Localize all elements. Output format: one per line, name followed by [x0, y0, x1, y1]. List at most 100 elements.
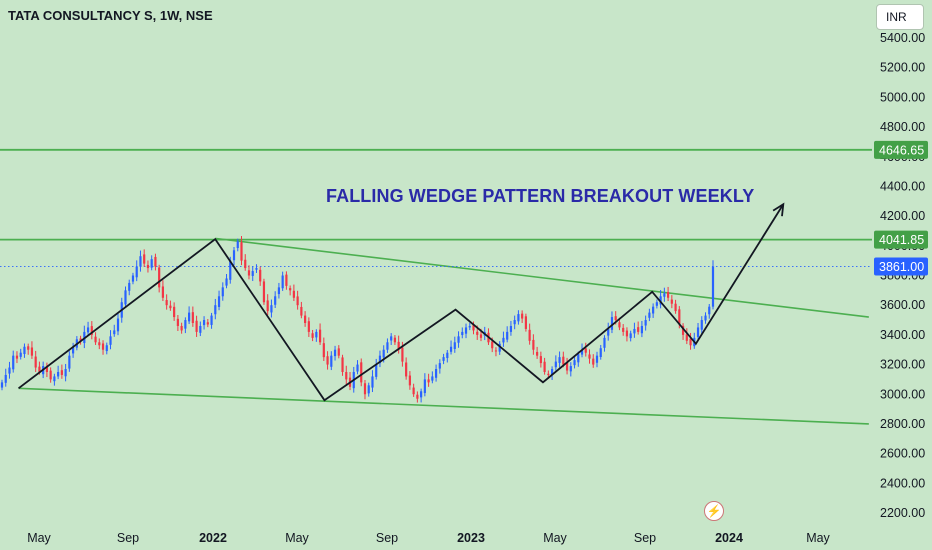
candle-body[interactable]: [165, 299, 168, 306]
candle-body[interactable]: [124, 290, 127, 305]
candle-body[interactable]: [101, 343, 105, 350]
candle-body[interactable]: [595, 355, 599, 363]
candle-body[interactable]: [45, 366, 49, 372]
candle-body[interactable]: [637, 327, 640, 332]
candle-body[interactable]: [494, 350, 498, 352]
candle-body[interactable]: [468, 325, 471, 328]
candle-body[interactable]: [565, 362, 569, 371]
candle-body[interactable]: [562, 356, 565, 365]
candle-body[interactable]: [116, 318, 120, 332]
candle-body[interactable]: [532, 339, 535, 350]
candle-body[interactable]: [644, 320, 647, 326]
candle-body[interactable]: [292, 290, 295, 298]
candle-body[interactable]: [259, 269, 262, 282]
candle-body[interactable]: [285, 274, 288, 286]
candle-body[interactable]: [79, 338, 82, 341]
candle-body[interactable]: [206, 322, 209, 325]
candle-body[interactable]: [322, 343, 325, 358]
candle-body[interactable]: [161, 286, 165, 298]
candle-body[interactable]: [704, 315, 707, 321]
candle-body[interactable]: [143, 254, 146, 264]
candle-body[interactable]: [670, 299, 673, 304]
candle-body[interactable]: [633, 328, 636, 334]
candle-body[interactable]: [202, 320, 206, 326]
candle-body[interactable]: [603, 337, 606, 348]
candle-body[interactable]: [337, 348, 340, 356]
candle-body[interactable]: [378, 355, 382, 364]
candle-body[interactable]: [184, 320, 187, 329]
candle-body[interactable]: [592, 358, 595, 365]
candle-body[interactable]: [72, 346, 75, 354]
candle-body[interactable]: [502, 337, 505, 343]
candle-body[interactable]: [599, 348, 602, 357]
candle-body[interactable]: [678, 309, 681, 325]
candle-body[interactable]: [449, 346, 453, 352]
candle-body[interactable]: [547, 373, 550, 375]
candle-body[interactable]: [289, 288, 292, 291]
candle-body[interactable]: [135, 266, 138, 278]
candle-body[interactable]: [34, 356, 37, 368]
candle-body[interactable]: [420, 391, 423, 398]
candle-body[interactable]: [360, 362, 363, 383]
candle-body[interactable]: [610, 317, 614, 330]
candle-body[interactable]: [412, 387, 415, 395]
candle-body[interactable]: [401, 347, 404, 362]
candle-body[interactable]: [345, 371, 348, 380]
candle-body[interactable]: [266, 300, 269, 312]
candle-body[interactable]: [405, 362, 408, 377]
candle-body[interactable]: [146, 264, 150, 269]
candle-body[interactable]: [300, 306, 303, 316]
candle-body[interactable]: [577, 354, 580, 363]
candle-body[interactable]: [128, 282, 131, 291]
candle-body[interactable]: [4, 374, 7, 383]
candle-body[interactable]: [277, 287, 281, 295]
candle-body[interactable]: [550, 369, 554, 375]
candle-body[interactable]: [318, 329, 322, 343]
candle-body[interactable]: [255, 268, 258, 270]
candle-body[interactable]: [640, 325, 643, 334]
candle-body[interactable]: [27, 346, 30, 350]
candle-body[interactable]: [618, 322, 621, 328]
candle-body[interactable]: [49, 370, 52, 380]
currency-button[interactable]: INR: [876, 4, 924, 30]
candle-body[interactable]: [150, 259, 153, 268]
candle-body[interactable]: [191, 312, 194, 323]
candle-body[interactable]: [524, 316, 527, 329]
candle-body[interactable]: [539, 356, 542, 364]
candle-body[interactable]: [700, 320, 703, 330]
candle-body[interactable]: [270, 305, 273, 313]
candle-body[interactable]: [461, 331, 464, 336]
candle-body[interactable]: [681, 325, 685, 335]
candle-body[interactable]: [274, 296, 277, 305]
candle-body[interactable]: [131, 275, 135, 282]
candle-body[interactable]: [371, 376, 374, 388]
candle-body[interactable]: [438, 363, 441, 369]
candle-body[interactable]: [214, 305, 217, 315]
candle-body[interactable]: [315, 331, 318, 338]
candle-body[interactable]: [0, 382, 4, 388]
candle-body[interactable]: [333, 349, 337, 357]
candle-body[interactable]: [584, 348, 587, 353]
candle-body[interactable]: [622, 327, 625, 332]
candle-body[interactable]: [154, 256, 157, 267]
candle-body[interactable]: [655, 302, 658, 306]
candle-body[interactable]: [689, 338, 692, 346]
candle-body[interactable]: [139, 256, 142, 267]
candle-body[interactable]: [109, 336, 112, 345]
candle-body[interactable]: [390, 336, 393, 341]
candle-body[interactable]: [199, 325, 202, 333]
candle-body[interactable]: [464, 327, 468, 334]
candle-body[interactable]: [98, 342, 101, 346]
candle-body[interactable]: [629, 333, 632, 339]
candle-body[interactable]: [281, 275, 284, 289]
candle-body[interactable]: [666, 291, 670, 298]
candle-body[interactable]: [341, 357, 344, 372]
candle-body[interactable]: [663, 293, 666, 297]
candle-body[interactable]: [408, 375, 411, 386]
candle-body[interactable]: [64, 369, 67, 377]
candle-body[interactable]: [453, 342, 456, 349]
candle-body[interactable]: [569, 366, 572, 372]
wedge-line-upper[interactable]: [215, 237, 869, 318]
candle-body[interactable]: [479, 334, 483, 338]
